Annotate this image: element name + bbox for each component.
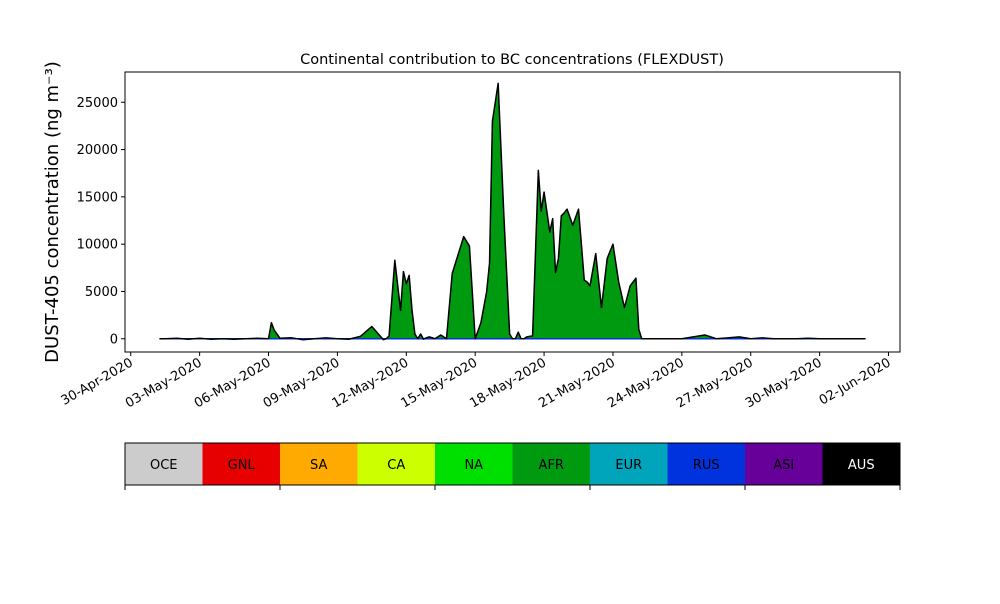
legend-label-gnl: GNL	[228, 458, 256, 473]
legend-swatch-gnl	[202, 443, 280, 485]
legend-label-eur: EUR	[615, 458, 642, 473]
series-area-afr	[159, 83, 866, 340]
legend-label-afr: AFR	[539, 458, 564, 473]
x-tick-label: 18-May-2020	[467, 355, 549, 411]
legend-label-asi: ASI	[773, 458, 794, 473]
legend-swatch-na	[435, 443, 513, 485]
x-tick-label: 24-May-2020	[605, 355, 687, 411]
y-axis-label: DUST-405 concentration (ng m⁻³)	[42, 61, 63, 363]
legend-label-rus: RUS	[693, 458, 720, 473]
y-tick-label: 20000	[77, 143, 118, 158]
x-tick-label: 06-May-2020	[192, 355, 274, 411]
x-tick-label: 02-Jun-2020	[817, 355, 894, 408]
y-tick-label: 25000	[77, 96, 118, 111]
legend-colorbar: OCE GNL SA CA NA AFR EUR RUS ASI AUS	[124, 442, 901, 490]
y-tick-label: 0	[110, 332, 118, 347]
x-tick-label: 03-May-2020	[123, 355, 205, 411]
legend-label-ca: CA	[387, 458, 405, 473]
y-tick-label: 15000	[77, 190, 118, 205]
x-tick-label: 09-May-2020	[261, 355, 343, 411]
legend-swatch-rus	[667, 443, 745, 485]
y-axis: 0 5000 10000 15000 20000 25000	[77, 96, 125, 347]
x-axis: 30-Apr-202003-May-202006-May-202009-May-…	[59, 352, 894, 411]
plot-frame	[124, 71, 901, 353]
plot-area	[124, 71, 901, 353]
legend-swatch-ca	[357, 443, 435, 485]
legend-swatch-oce	[125, 443, 203, 485]
legend-swatch-afr	[512, 443, 590, 485]
legend-swatch-asi	[745, 443, 823, 485]
legend-label-aus: AUS	[848, 458, 875, 473]
chart-title: Continental contribution to BC concentra…	[300, 52, 724, 68]
legend-border	[124, 442, 901, 486]
x-tick-label: 30-May-2020	[743, 355, 825, 411]
legend-label-oce: OCE	[150, 458, 178, 473]
x-tick-label: 27-May-2020	[674, 355, 756, 411]
y-tick-label: 5000	[85, 285, 118, 300]
legend-label-na: NA	[464, 458, 483, 473]
x-tick-label: 15-May-2020	[399, 355, 481, 411]
series-total-line	[159, 82, 866, 341]
x-tick-label: 21-May-2020	[536, 355, 618, 411]
legend-label-sa: SA	[310, 458, 327, 473]
x-tick-label: 12-May-2020	[330, 355, 412, 411]
y-tick-label: 10000	[77, 238, 118, 253]
legend-swatch-aus	[822, 443, 900, 485]
legend-swatch-sa	[280, 443, 358, 485]
legend-swatch-eur	[590, 443, 668, 485]
